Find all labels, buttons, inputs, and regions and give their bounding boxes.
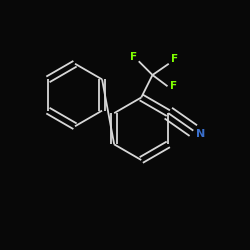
Text: N: N <box>196 129 205 138</box>
Text: F: F <box>130 52 137 62</box>
Text: F: F <box>171 54 178 64</box>
Text: F: F <box>170 81 177 91</box>
